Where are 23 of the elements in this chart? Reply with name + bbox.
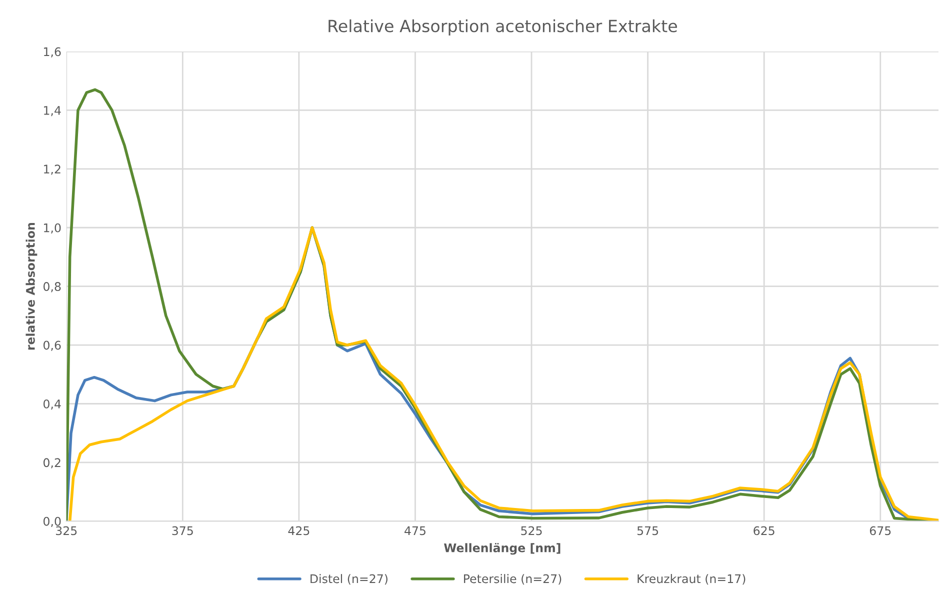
chart-title: Relative Absorption acetonischer Extrakte xyxy=(328,19,677,36)
x-tick-label: 675 xyxy=(870,526,891,536)
x-tick-label: 525 xyxy=(521,526,542,536)
x-tick-label: 575 xyxy=(637,526,658,536)
x-tick-label: 475 xyxy=(404,526,426,536)
y-tick-label: 0,0 xyxy=(44,516,61,528)
x-axis-title: Wellenlänge [nm] xyxy=(444,543,560,555)
y-axis-title: relative Absorption xyxy=(26,222,38,350)
legend-label: Distel (n=27) xyxy=(310,574,388,585)
y-tick-label: 1,4 xyxy=(44,106,61,116)
y-tick-label: 1,0 xyxy=(44,223,61,234)
x-tick-label: 625 xyxy=(754,526,774,536)
y-tick-label: 1,2 xyxy=(44,164,60,175)
x-tick-label: 325 xyxy=(56,526,77,536)
x-tick-label: 375 xyxy=(172,526,193,536)
y-tick-label: 1,6 xyxy=(44,47,61,58)
legend-label: Kreuzkraut (n=17) xyxy=(638,574,746,585)
y-tick-label: 0,6 xyxy=(44,340,61,351)
legend-label: Petersilie (n=27) xyxy=(464,574,562,585)
y-tick-label: 0,8 xyxy=(44,282,61,292)
x-tick-label: 425 xyxy=(288,526,310,536)
y-tick-label: 0,4 xyxy=(44,399,61,410)
y-tick-label: 0,2 xyxy=(44,458,60,468)
